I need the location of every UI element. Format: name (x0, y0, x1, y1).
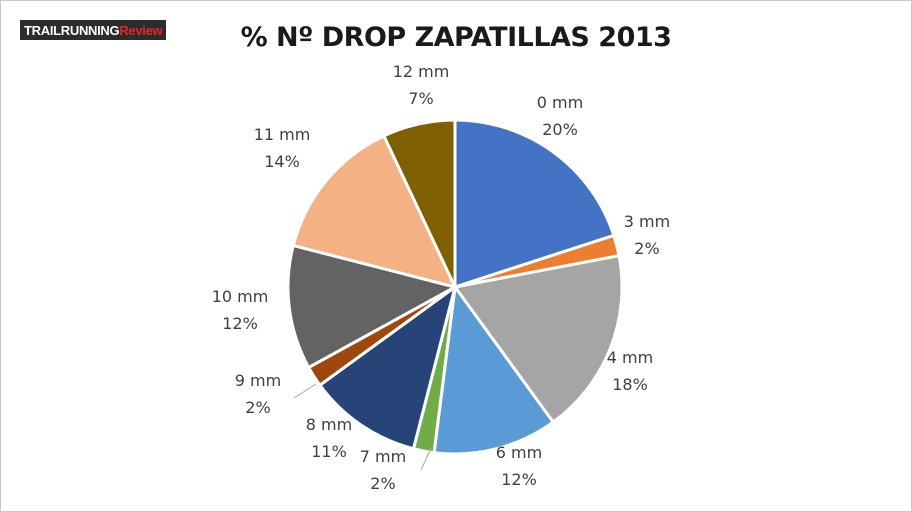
data-label-value-6-mm: 12% (501, 470, 537, 489)
pie-slice-0-mm (453, 118, 616, 289)
leader-line-9-mm (293, 383, 317, 399)
site-logo: TRAILRUNNING Review (20, 20, 167, 40)
data-label-category-0-mm: 0 mm (537, 93, 583, 112)
data-label-category-9-mm: 9 mm (235, 371, 281, 390)
data-label-value-8-mm: 11% (311, 442, 347, 461)
data-label-value-12-mm: 7% (408, 89, 433, 108)
pie-slice-10-mm (286, 243, 457, 369)
data-label-category-11-mm: 11 mm (254, 125, 311, 144)
data-label-value-0-mm: 20% (542, 120, 578, 139)
data-label-category-12-mm: 12 mm (393, 62, 450, 81)
logo-text-main: TRAILRUNNING (24, 22, 120, 38)
pie-slice-11-mm (291, 134, 457, 289)
data-label-category-10-mm: 10 mm (212, 287, 269, 306)
pie-slice-6-mm (432, 285, 555, 456)
data-label-category-6-mm: 6 mm (496, 443, 542, 462)
data-label-value-9-mm: 2% (245, 398, 270, 417)
data-label-value-7-mm: 2% (370, 474, 395, 493)
pie-slice-4-mm (453, 254, 624, 424)
data-label-value-3-mm: 2% (634, 239, 659, 258)
data-label-value-10-mm: 12% (222, 314, 258, 333)
data-label-value-4-mm: 18% (612, 375, 648, 394)
pie-slice-12-mm (382, 118, 457, 289)
data-label-category-3-mm: 3 mm (624, 212, 670, 231)
data-label-category-8-mm: 8 mm (306, 415, 352, 434)
leader-line-7-mm (420, 447, 432, 471)
chart-title: % Nº DROP ZAPATILLAS 2013 (240, 22, 672, 53)
logo-text-accent: Review (119, 22, 163, 38)
data-label-value-11-mm: 14% (264, 152, 300, 171)
data-label-category-7-mm: 7 mm (360, 447, 406, 466)
pie-slice-8-mm (318, 285, 457, 451)
data-label-category-4-mm: 4 mm (607, 348, 653, 367)
